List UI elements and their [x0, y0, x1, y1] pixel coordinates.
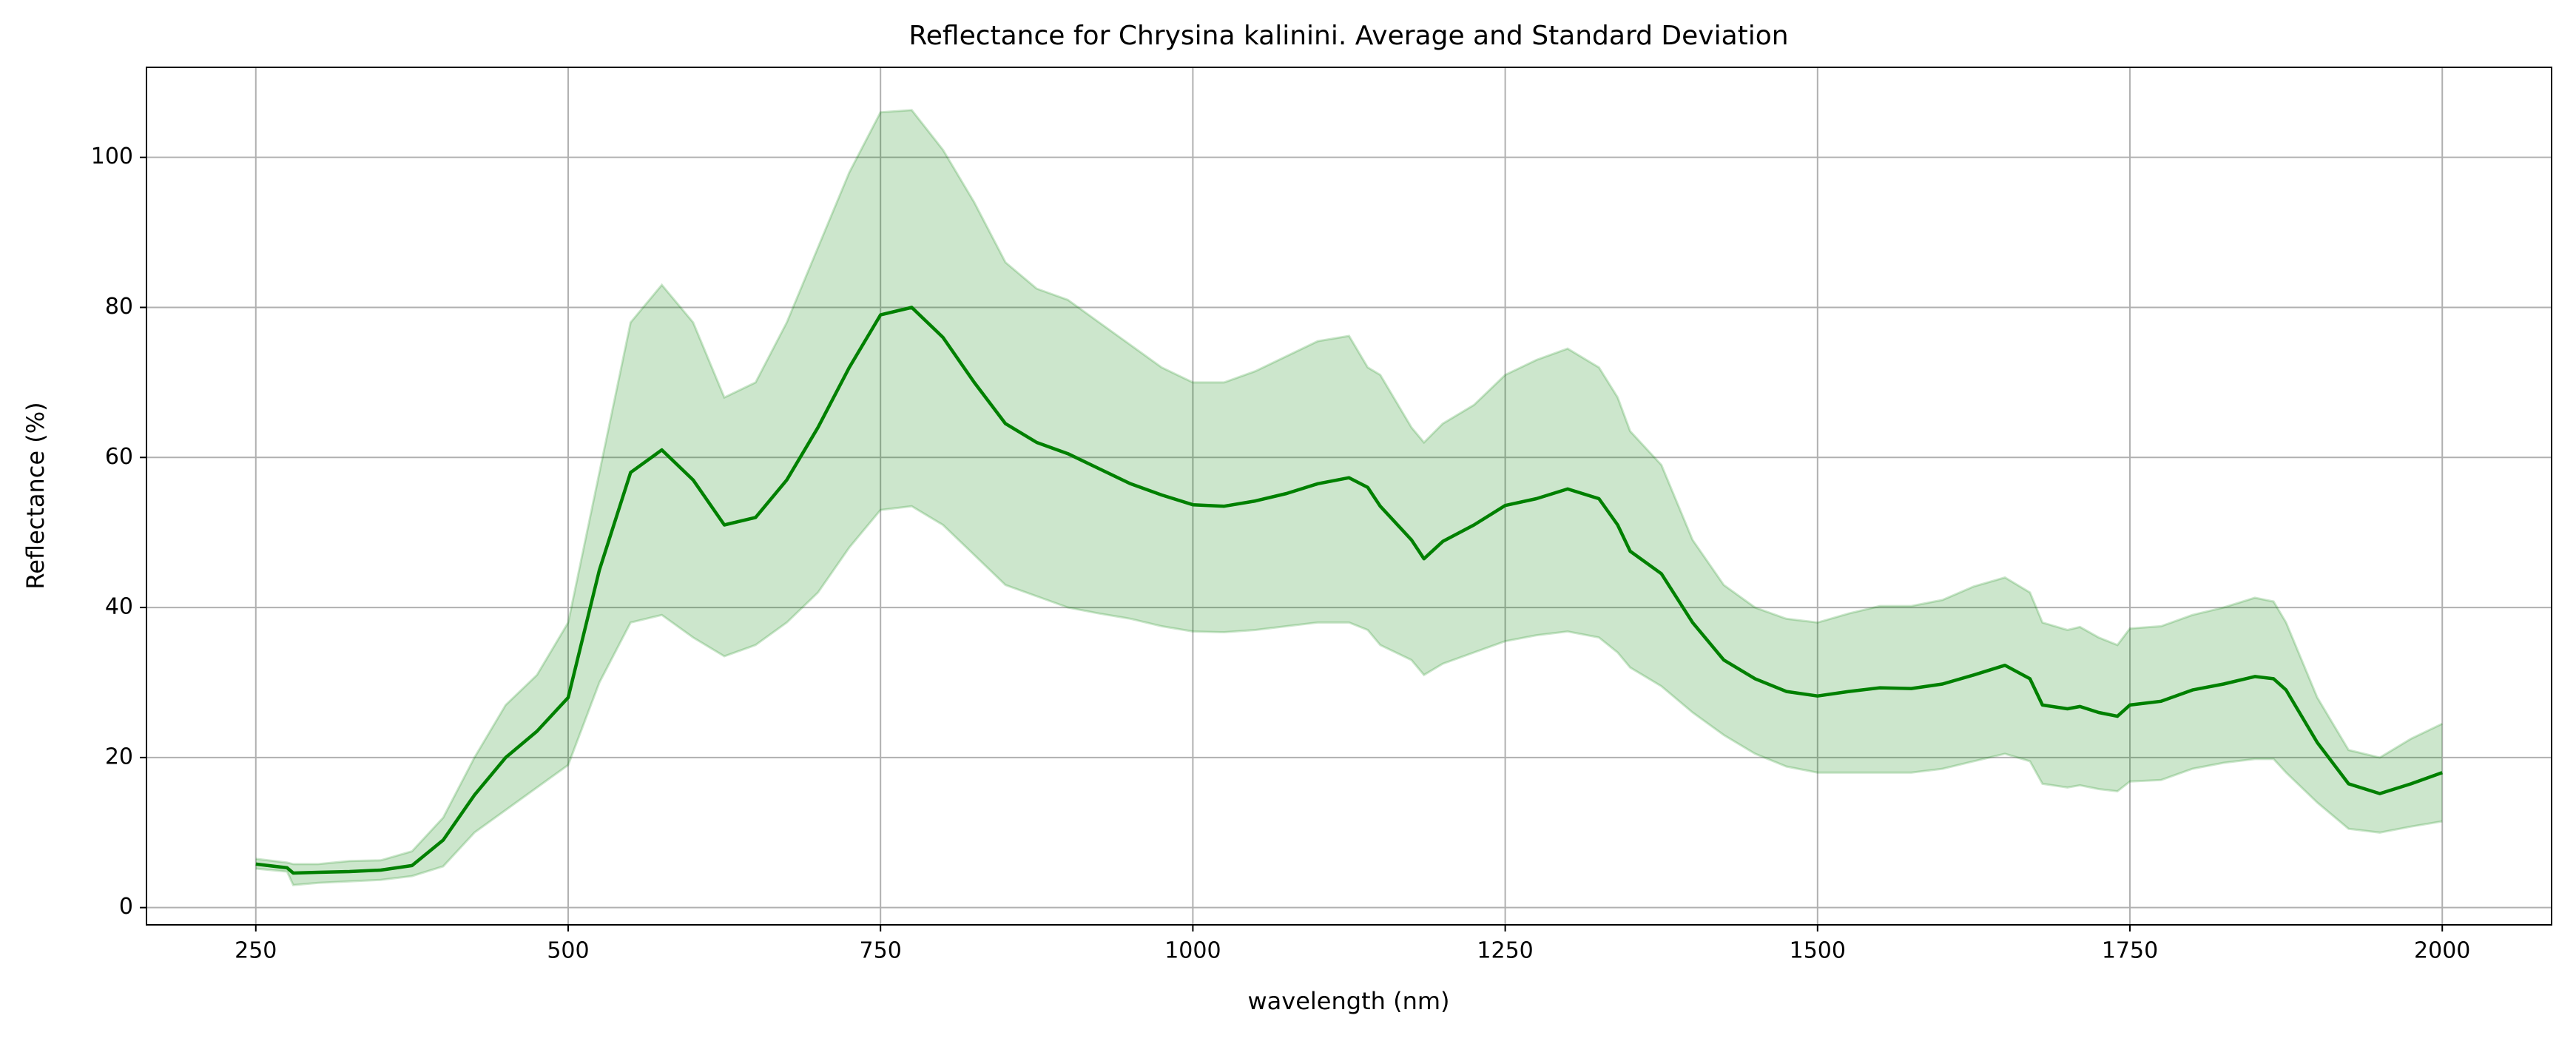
mean-line [255, 306, 2443, 875]
y-tick-label: 60 [105, 444, 133, 470]
x-tick-label: 1250 [1477, 938, 1533, 964]
x-tick-label: 500 [547, 938, 589, 964]
y-axis-label: Reflectance (%) [21, 402, 50, 589]
band-edge [255, 505, 2443, 886]
y-tick-label: 80 [105, 294, 133, 320]
x-tick-label: 2000 [2414, 938, 2470, 964]
y-tick-label: 100 [91, 144, 133, 169]
x-tick-label: 1000 [1164, 938, 1221, 964]
x-axis-label: wavelength (nm) [1248, 987, 1450, 1015]
chart-title: Reflectance for Chrysina kalinini. Avera… [908, 21, 1788, 51]
x-tick-label: 250 [235, 938, 277, 964]
band-edge [255, 109, 2443, 866]
std-band [255, 110, 2443, 886]
plot-frame [146, 67, 2552, 926]
y-tick-label: 40 [105, 594, 133, 620]
x-tick-label: 1500 [1790, 938, 1846, 964]
x-tick-label: 750 [860, 938, 902, 964]
x-tick-label: 1750 [2102, 938, 2158, 964]
y-tick-label: 0 [119, 894, 133, 920]
y-tick-label: 20 [105, 744, 133, 769]
